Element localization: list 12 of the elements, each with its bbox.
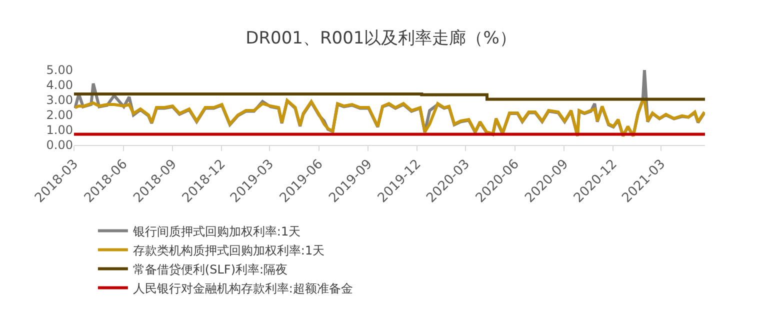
legend-label: 存款类机构质押式回购加权利率:1天 <box>132 243 325 258</box>
legend-label: 银行间质押式回购加权利率:1天 <box>132 224 301 238</box>
line-series <box>74 98 705 138</box>
y-tick-label: 4.00 <box>46 78 73 92</box>
legend-label: 人民银行对金融机构存款利率:超额准备金 <box>132 281 353 296</box>
y-tick-label: 0.00 <box>46 138 73 152</box>
y-tick-label: 1.00 <box>46 123 73 138</box>
y-tick-label: 2.00 <box>46 108 73 122</box>
y-tick-label: 5.00 <box>46 63 73 78</box>
chart-title: DR001、R001以及利率走廊（%） <box>246 28 516 49</box>
y-tick-label: 3.00 <box>46 93 73 108</box>
legend-label: 常备借贷便利(SLF)利率:隔夜 <box>132 262 288 276</box>
